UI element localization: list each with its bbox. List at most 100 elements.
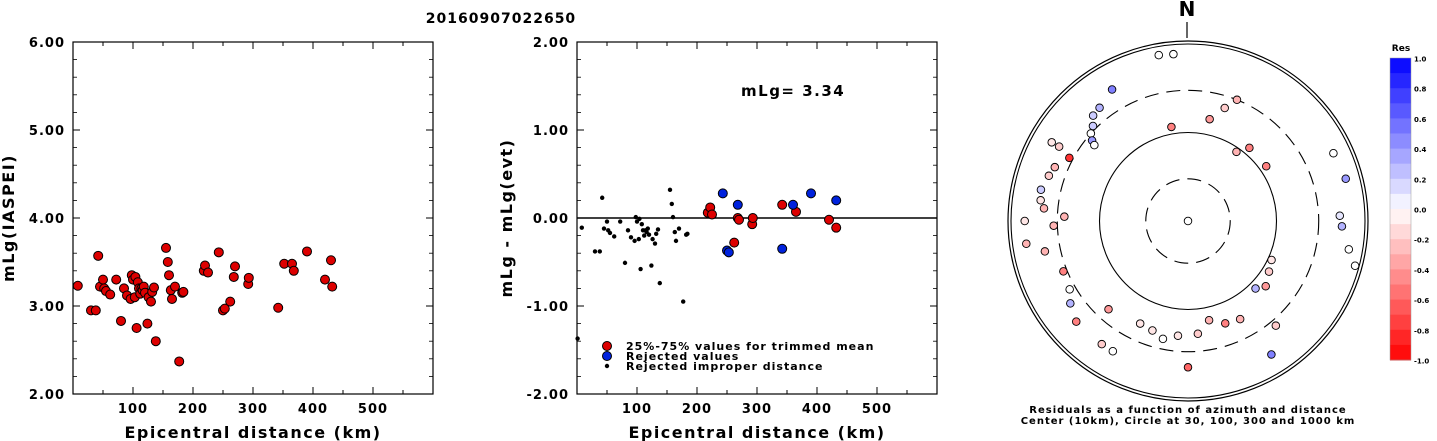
station-magnitude-point xyxy=(174,356,185,367)
improper-distance-point xyxy=(652,241,658,246)
station-residual-point xyxy=(1329,148,1338,158)
station-magnitude-point xyxy=(142,318,153,329)
improper-distance-point xyxy=(604,219,610,224)
colorbar-cell xyxy=(1390,299,1411,316)
station-magnitude-point xyxy=(150,336,161,347)
colorbar-tick-label: 0.6 xyxy=(1414,116,1427,124)
station-magnitude-point xyxy=(170,281,180,292)
trimmed-mean-point xyxy=(824,214,834,225)
station-residual-point xyxy=(1047,138,1056,147)
left-plot-frame xyxy=(72,41,434,395)
colorbar-cell xyxy=(1390,314,1411,331)
colorbar-cell xyxy=(1390,269,1411,285)
improper-distance-point xyxy=(649,263,654,268)
station-residual-point xyxy=(1267,255,1276,265)
station-residual-point xyxy=(1036,196,1045,205)
colorbar-cells xyxy=(1389,57,1412,361)
left-y-axis-label: mLg(IASPEI) xyxy=(0,154,18,282)
improper-distance-point xyxy=(638,266,643,272)
colorbar-cell xyxy=(1390,163,1411,180)
outer-circle xyxy=(1007,40,1369,402)
rejected-value-point xyxy=(717,188,728,199)
distance-circle xyxy=(1010,43,1366,399)
colorbar-cell xyxy=(1390,329,1411,346)
middle-x-tick-label: 100 xyxy=(622,402,652,417)
station-residual-point xyxy=(1107,85,1117,94)
improper-distance-point xyxy=(667,187,673,193)
improper-distance-point xyxy=(600,195,605,200)
trimmed-mean-point xyxy=(729,237,740,248)
middle-y-tick-label: 2.00 xyxy=(533,36,569,51)
colorbar-cell xyxy=(1390,58,1411,74)
improper-distance-point xyxy=(654,231,659,237)
station-magnitude-point xyxy=(320,274,330,285)
left-x-tick-label: 100 xyxy=(118,402,148,417)
trimmed-mean-point xyxy=(734,214,744,225)
station-magnitude-point xyxy=(228,271,239,282)
rejected-value-point xyxy=(777,243,788,254)
station-magnitude-point xyxy=(161,242,171,253)
station-residual-point xyxy=(1344,245,1354,254)
improper-distance-point xyxy=(637,216,642,222)
station-residual-point xyxy=(1350,261,1360,271)
colorbar-tick-label: 0.0 xyxy=(1414,207,1427,215)
station-magnitude-point xyxy=(327,281,338,292)
rejected-value-point xyxy=(806,188,816,199)
improper-distance-point xyxy=(636,236,641,242)
station-magnitude-point xyxy=(213,247,224,258)
station-residual-point xyxy=(1264,267,1274,276)
distance-circle xyxy=(1098,131,1278,311)
station-residual-point xyxy=(1054,142,1064,151)
station-magnitude-point xyxy=(288,265,299,276)
station-residual-point xyxy=(1154,50,1164,60)
colorbar-cell xyxy=(1390,88,1411,104)
station-magnitude-point xyxy=(273,302,284,313)
station-magnitude-point xyxy=(93,250,104,261)
station-residual-point xyxy=(1040,247,1050,256)
station-magnitude-point xyxy=(149,282,159,293)
middle-y-tick-label: -1.00 xyxy=(527,300,569,315)
station-residual-point xyxy=(1335,211,1345,220)
station-residual-point xyxy=(1090,140,1099,150)
improper-distance-point xyxy=(607,230,613,236)
station-residual-point xyxy=(1095,103,1104,113)
station-residual-point xyxy=(1232,147,1241,157)
station-residual-point xyxy=(1251,284,1260,293)
middle-plot-marks xyxy=(575,187,842,341)
rejected-value-point xyxy=(732,199,743,210)
improper-distance-point xyxy=(625,228,631,233)
colorbar-tick-label: -0.4 xyxy=(1414,267,1429,275)
improper-distance-point xyxy=(618,219,623,224)
colorbar-cell xyxy=(1390,284,1411,301)
colorbar-cell xyxy=(1390,239,1411,255)
colorbar-ticks: 1.0 0.8 0.6 0.4 0.2 0.0 -0.2 -0.4 -0.6 -0.8 -1.0 xyxy=(1414,56,1429,366)
station-magnitude-point xyxy=(98,274,108,285)
legend-marker-trimmed xyxy=(602,341,612,351)
station-residual-point xyxy=(1135,319,1145,328)
middle-y-axis-label: mLg - mLg(evt) xyxy=(497,139,516,298)
station-residual-point xyxy=(1245,143,1254,153)
left-y-tick-label: 5.00 xyxy=(29,124,65,139)
station-residual-point xyxy=(1261,161,1271,171)
improper-distance-point xyxy=(646,232,652,237)
station-residual-point xyxy=(1183,363,1193,372)
colorbar-tick-label: -0.8 xyxy=(1414,327,1429,335)
colorbar-cell xyxy=(1390,224,1411,240)
station-residual-point xyxy=(1220,319,1230,328)
middle-legend: 25%-75% values for trimmed mean Rejected… xyxy=(602,340,873,373)
distance-circle xyxy=(1145,178,1231,264)
station-residual-point xyxy=(1169,49,1178,59)
station-magnitude-point xyxy=(111,274,122,285)
improper-distance-point xyxy=(639,221,644,227)
improper-distance-point xyxy=(628,235,634,240)
station-residual-point xyxy=(1167,122,1176,132)
north-label: N xyxy=(1179,0,1196,21)
station-residual-point xyxy=(1049,221,1058,230)
station-magnitude-point xyxy=(243,272,254,283)
azimuth-residual-plot: N Residuals as a function of azimuth and… xyxy=(1007,0,1369,427)
improper-distance-point xyxy=(632,238,637,244)
station-magnitude-point xyxy=(105,289,116,300)
left-y-tick-label: 2.00 xyxy=(29,388,65,403)
middle-x-tick-label: 400 xyxy=(802,402,832,417)
left-plot-ticks: 100 200 300 400 500 2.00 3.00 4.00 5.00 6.00 xyxy=(29,36,433,417)
